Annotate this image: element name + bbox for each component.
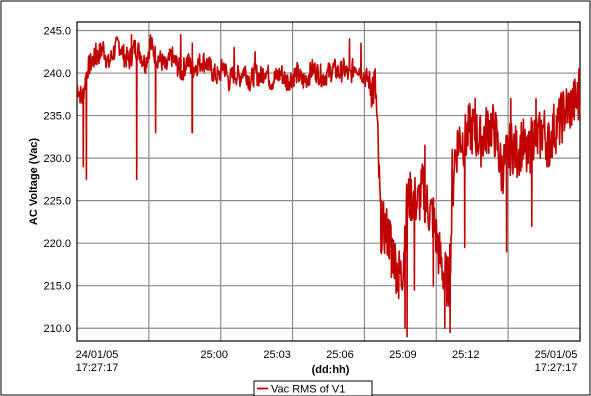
y-tick-label: 225.0	[43, 196, 71, 208]
series-line-vac-rms	[76, 34, 581, 338]
series-layer	[76, 34, 581, 338]
y-axis-ticks: 210.0 215.0 220.0 225.0 230.0 235.0 240.0 245.0	[43, 26, 71, 336]
x-tick-label: 24/01/05	[76, 349, 119, 361]
legend: Vac RMS of V1	[253, 380, 373, 396]
x-tick-label: 25/01/05	[535, 349, 578, 361]
x-tick-label: 25:06	[326, 349, 354, 361]
plot-area-frame	[76, 21, 581, 342]
x-tick-label: 25:03	[263, 349, 291, 361]
x-tick-label: 25:00	[201, 349, 229, 361]
x-tick-label-time: 17:27:17	[76, 362, 119, 374]
legend-box	[253, 380, 373, 396]
x-tick-label-time: 17:27:17	[535, 362, 578, 374]
y-tick-label: 215.0	[43, 281, 71, 293]
y-tick-label: 245.0	[43, 26, 71, 38]
y-tick-label: 220.0	[43, 238, 71, 250]
y-tick-label: 230.0	[43, 153, 71, 165]
y-tick-label: 240.0	[43, 68, 71, 80]
y-tick-label: 235.0	[43, 111, 71, 123]
x-axis-label: (dd:hh)	[312, 364, 350, 376]
x-tick-label: 25:12	[452, 349, 480, 361]
y-axis-label: AC Voltage (Vac)	[28, 138, 40, 226]
x-tick-label: 25:09	[389, 349, 417, 361]
y-tick-label: 210.0	[43, 323, 71, 335]
legend-label: Vac RMS of V1	[271, 384, 345, 396]
